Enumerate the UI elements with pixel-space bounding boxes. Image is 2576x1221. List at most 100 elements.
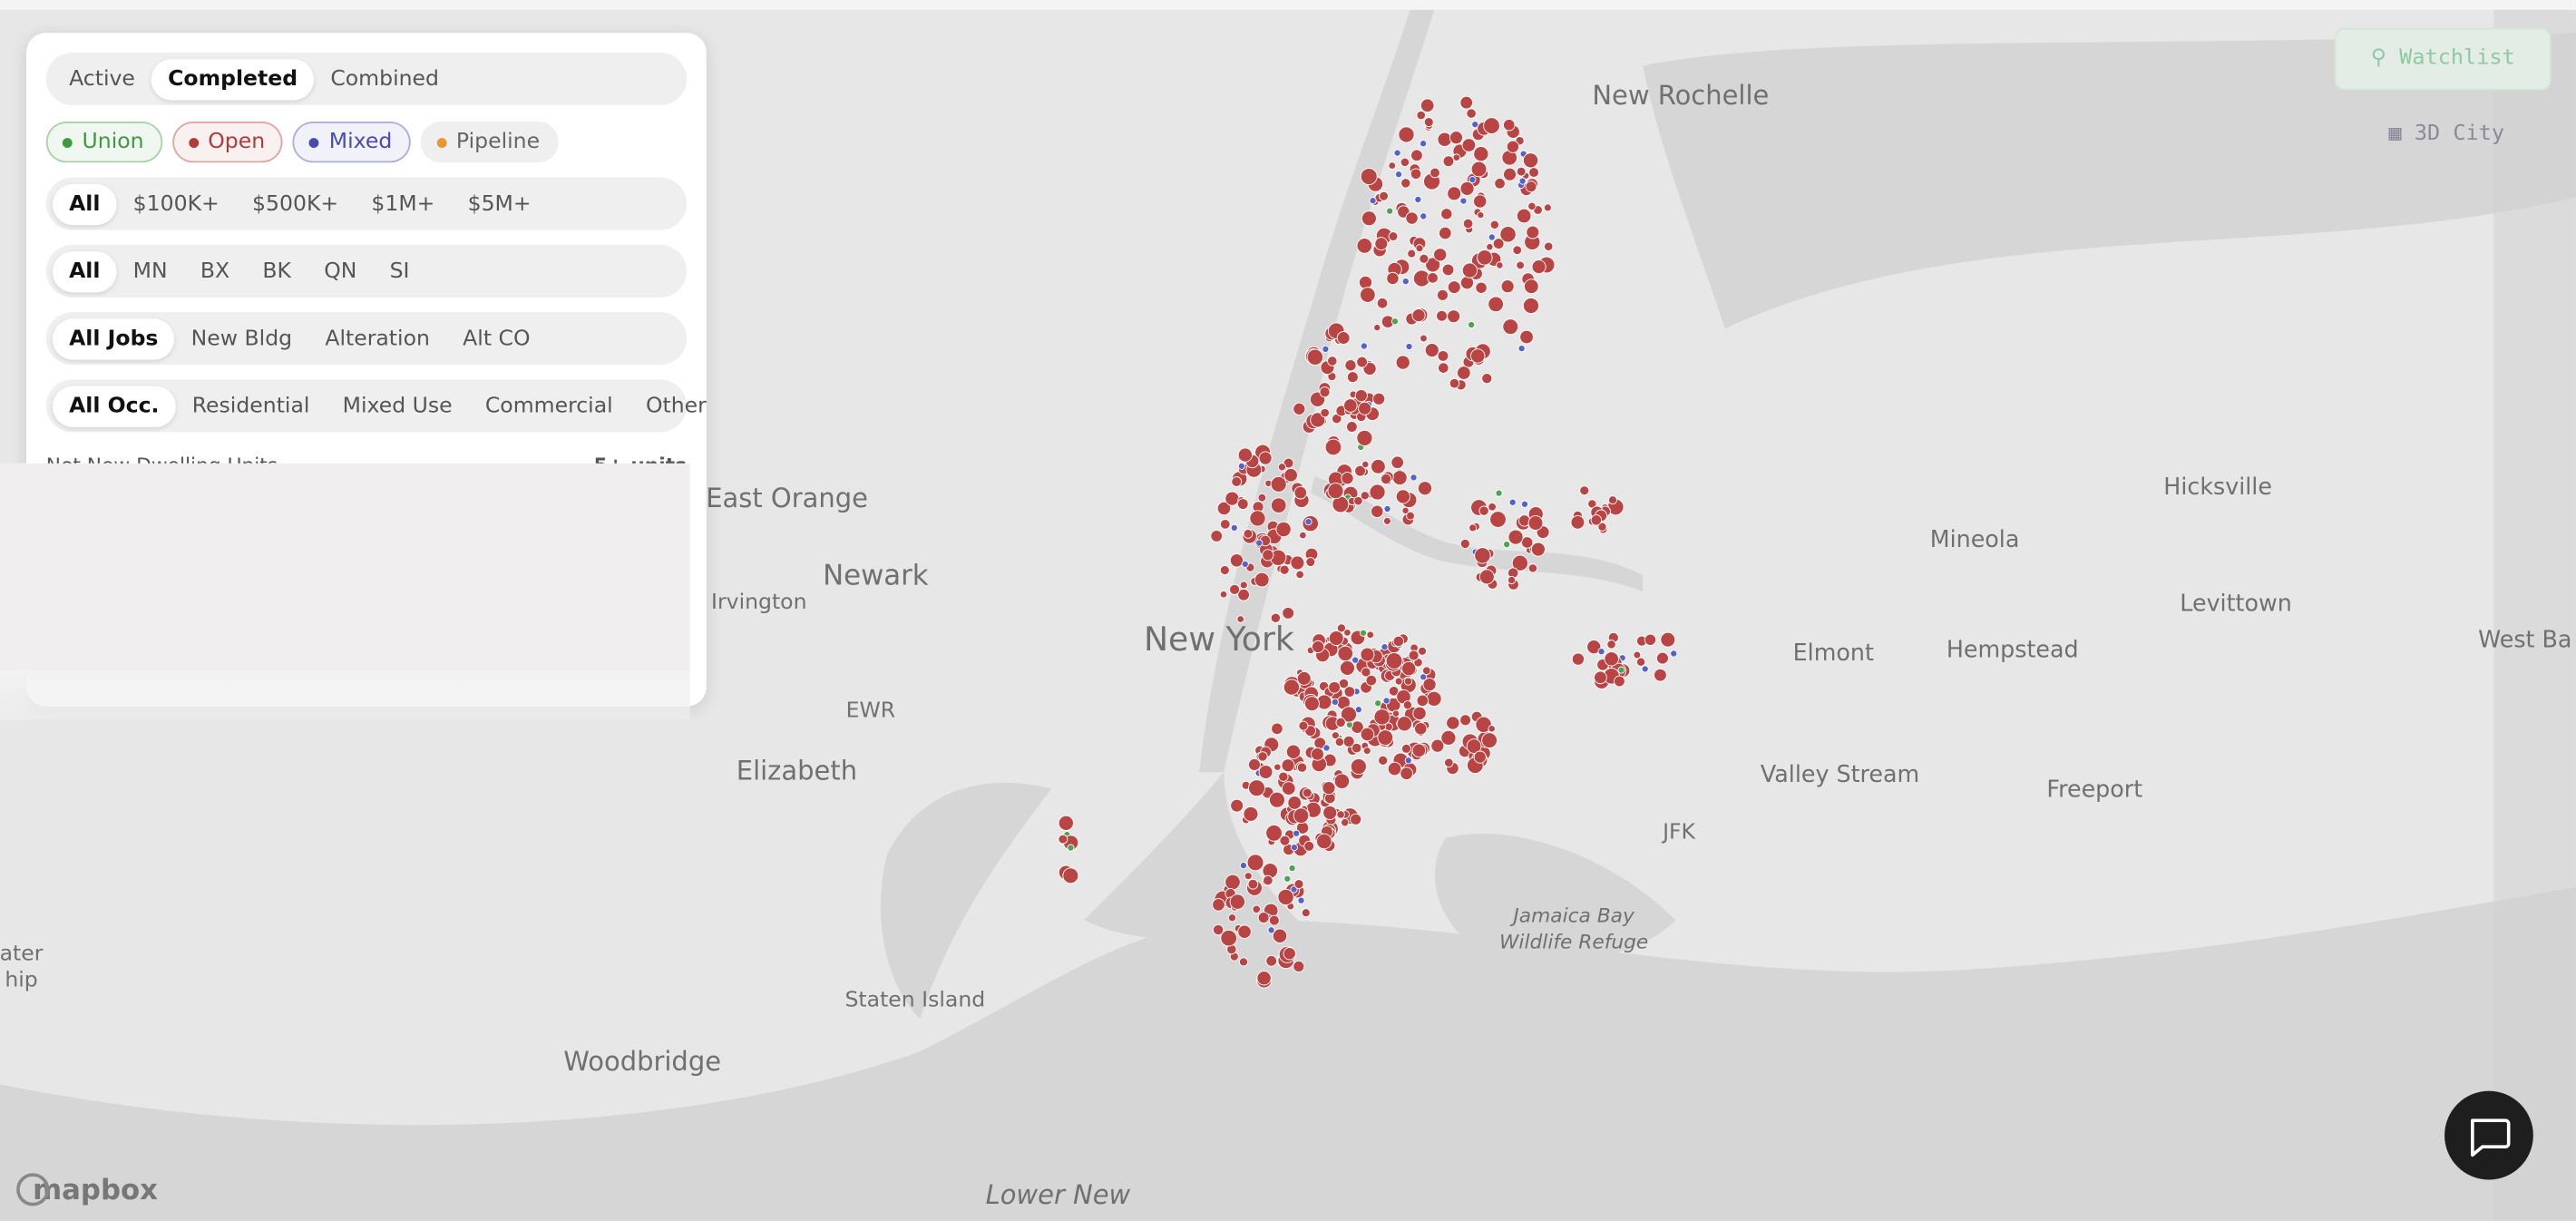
map-marker[interactable]: [1579, 485, 1590, 496]
map-marker[interactable]: [1437, 350, 1449, 362]
map-marker[interactable]: [1290, 844, 1298, 852]
map-marker[interactable]: [1461, 262, 1478, 278]
map-marker[interactable]: [1405, 211, 1419, 225]
map-marker[interactable]: [1436, 309, 1448, 322]
map-marker[interactable]: [1475, 716, 1492, 733]
map-marker[interactable]: [1254, 571, 1270, 588]
map-marker[interactable]: [1354, 464, 1366, 477]
map-marker[interactable]: [1273, 763, 1282, 771]
map-marker[interactable]: [1414, 195, 1422, 204]
map-marker[interactable]: [1412, 706, 1427, 721]
map-marker[interactable]: [1062, 867, 1079, 884]
map-marker[interactable]: [1481, 373, 1493, 385]
map-marker[interactable]: [1518, 177, 1527, 185]
map-marker[interactable]: [1271, 722, 1283, 736]
map-marker[interactable]: [1322, 744, 1331, 752]
filter-option[interactable]: Active: [69, 66, 135, 92]
filter-option[interactable]: All: [52, 182, 117, 225]
map-marker[interactable]: [1358, 275, 1373, 289]
map-marker[interactable]: [1365, 674, 1378, 687]
filter-option[interactable]: Alt CO: [463, 326, 531, 351]
map-marker[interactable]: [1462, 218, 1474, 230]
map-marker[interactable]: [1295, 570, 1304, 580]
map-marker[interactable]: [1360, 287, 1376, 303]
map-marker[interactable]: [1278, 771, 1289, 782]
map-marker[interactable]: [1328, 630, 1344, 646]
map-marker[interactable]: [1415, 244, 1424, 253]
map-marker[interactable]: [1419, 140, 1428, 148]
map-marker[interactable]: [1459, 181, 1475, 196]
map-marker[interactable]: [1358, 401, 1372, 415]
map-marker[interactable]: [1353, 495, 1363, 506]
map-marker[interactable]: [1220, 929, 1237, 947]
map-marker[interactable]: [1360, 342, 1368, 350]
map-marker[interactable]: [1374, 237, 1389, 251]
map-marker[interactable]: [1571, 652, 1586, 666]
map-marker[interactable]: [1293, 807, 1310, 824]
map-marker[interactable]: [1337, 645, 1353, 662]
map-marker[interactable]: [1440, 729, 1457, 746]
map-marker[interactable]: [1427, 272, 1439, 284]
map-marker[interactable]: [1503, 167, 1517, 181]
map-marker[interactable]: [1644, 633, 1657, 646]
map-marker[interactable]: [1225, 491, 1240, 506]
filter-option[interactable]: All: [52, 250, 117, 292]
map-marker[interactable]: [1283, 679, 1301, 696]
map-marker[interactable]: [1597, 522, 1607, 532]
map-marker[interactable]: [1400, 660, 1417, 677]
map-marker[interactable]: [1506, 140, 1520, 153]
map-marker[interactable]: [1527, 201, 1537, 211]
map-marker[interactable]: [1617, 666, 1625, 674]
map-marker[interactable]: [1058, 834, 1068, 845]
map-marker[interactable]: [1340, 706, 1358, 723]
map-marker[interactable]: [1400, 157, 1410, 168]
map-marker[interactable]: [1351, 656, 1360, 664]
map-marker[interactable]: [1400, 743, 1411, 754]
map-marker[interactable]: [1390, 455, 1404, 470]
map-marker[interactable]: [1520, 536, 1534, 549]
map-marker[interactable]: [1237, 447, 1253, 463]
map-marker[interactable]: [1478, 569, 1495, 585]
map-marker[interactable]: [1410, 149, 1423, 162]
map-marker[interactable]: [1287, 796, 1303, 810]
map-marker[interactable]: [1334, 737, 1345, 747]
map-marker[interactable]: [1522, 152, 1539, 169]
map-marker[interactable]: [1597, 648, 1605, 656]
map-marker[interactable]: [1614, 675, 1625, 688]
map-marker[interactable]: [1512, 245, 1523, 256]
map-marker[interactable]: [1343, 629, 1351, 637]
map-marker[interactable]: [1304, 518, 1312, 526]
map-marker[interactable]: [1416, 694, 1429, 708]
map-marker[interactable]: [1418, 646, 1427, 656]
map-marker[interactable]: [1459, 538, 1470, 549]
map-marker[interactable]: [1252, 904, 1261, 913]
map-marker[interactable]: [1421, 666, 1431, 676]
map-marker[interactable]: [1327, 356, 1338, 366]
map-marker[interactable]: [1279, 564, 1290, 575]
map-marker[interactable]: [1404, 757, 1412, 765]
map-marker[interactable]: [1433, 248, 1448, 262]
map-marker[interactable]: [1395, 355, 1410, 370]
map-marker[interactable]: [1216, 501, 1232, 516]
map-marker[interactable]: [1474, 547, 1491, 564]
map-marker[interactable]: [1258, 765, 1273, 779]
map-marker[interactable]: [1508, 498, 1517, 506]
map-marker[interactable]: [1670, 650, 1678, 658]
map-marker[interactable]: [1350, 813, 1362, 825]
map-marker[interactable]: [1419, 253, 1429, 264]
map-marker[interactable]: [1475, 281, 1488, 294]
map-marker[interactable]: [1270, 612, 1282, 623]
filter-option[interactable]: $100K+: [132, 191, 220, 217]
map-marker[interactable]: [1219, 590, 1228, 599]
map-marker[interactable]: [1439, 226, 1452, 240]
map-marker[interactable]: [1488, 296, 1504, 313]
map-marker[interactable]: [1316, 833, 1332, 850]
map-marker[interactable]: [1481, 732, 1498, 748]
map-marker[interactable]: [1444, 757, 1454, 768]
map-marker[interactable]: [1511, 554, 1528, 571]
filter-option[interactable]: New Bldg: [190, 326, 293, 351]
map-marker[interactable]: [1653, 668, 1667, 682]
map-marker[interactable]: [1459, 714, 1472, 727]
map-marker[interactable]: [1277, 463, 1286, 472]
map-marker[interactable]: [1377, 729, 1394, 746]
